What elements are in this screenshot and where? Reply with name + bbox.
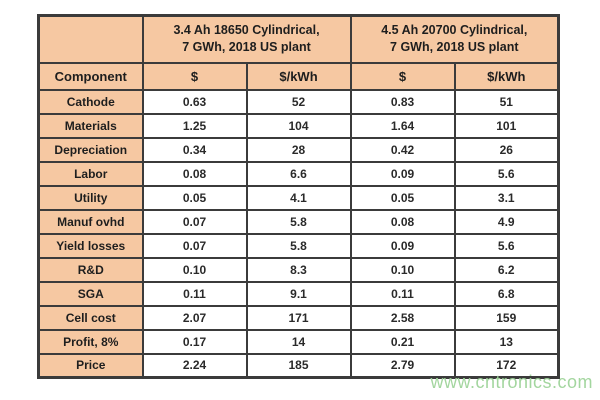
cell-value: 0.05 [349,184,456,211]
cell-value: 6.8 [453,280,560,307]
col-header-component: Component [37,61,144,91]
table-row-utility: Utility 0.05 4.1 0.05 3.1 [37,184,560,211]
cell-value: 0.08 [349,208,456,235]
cell-value: 0.63 [141,88,248,115]
cell-value: 4.9 [453,208,560,235]
column-header-row: Component $ $/kWh $ $/kWh [37,61,560,91]
table-row-yield-losses: Yield losses 0.07 5.8 0.09 5.6 [37,232,560,259]
cell-value: 0.07 [141,208,248,235]
cell-value: 0.11 [141,280,248,307]
cell-value: 1.64 [349,112,456,139]
header-group-18650-line1: 3.4 Ah 18650 Cylindrical, [173,23,320,38]
cell-value: 2.79 [349,352,456,379]
cell-value: 104 [245,112,352,139]
cell-value: 171 [245,304,352,331]
cell-value: 5.6 [453,232,560,259]
row-label: Yield losses [37,232,144,259]
table-row-materials: Materials 1.25 104 1.64 101 [37,112,560,139]
row-label: Price [37,352,144,379]
cell-value: 0.09 [349,160,456,187]
cell-value: 14 [245,328,352,355]
header-group-20700-line1: 4.5 Ah 20700 Cylindrical, [381,23,528,38]
cell-value: 1.25 [141,112,248,139]
cell-value: 0.05 [141,184,248,211]
header-group-18650-line2: 7 GWh, 2018 US plant [182,40,311,55]
col-header-dollar-per-kwh-1: $/kWh [245,61,352,91]
cell-value: 4.1 [245,184,352,211]
cell-value: 6.6 [245,160,352,187]
cell-value: 2.24 [141,352,248,379]
header-group-row: 3.4 Ah 18650 Cylindrical, 7 GWh, 2018 US… [37,14,560,64]
table-row-rd: R&D 0.10 8.3 0.10 6.2 [37,256,560,283]
cell-value: 2.58 [349,304,456,331]
row-label: Materials [37,112,144,139]
cell-value: 13 [453,328,560,355]
cell-value: 0.83 [349,88,456,115]
table-row-manuf-ovhd: Manuf ovhd 0.07 5.8 0.08 4.9 [37,208,560,235]
col-header-dollar-per-kwh-2: $/kWh [453,61,560,91]
row-label: Depreciation [37,136,144,163]
cell-value: 28 [245,136,352,163]
corner-cell [37,14,144,64]
row-label: Cathode [37,88,144,115]
cell-value: 0.34 [141,136,248,163]
cell-value: 5.8 [245,208,352,235]
row-label: Profit, 8% [37,328,144,355]
cell-value: 5.8 [245,232,352,259]
cell-value: 185 [245,352,352,379]
cell-value: 52 [245,88,352,115]
table-row-sga: SGA 0.11 9.1 0.11 6.8 [37,280,560,307]
cell-value: 9.1 [245,280,352,307]
cell-value: 5.6 [453,160,560,187]
cell-value: 0.17 [141,328,248,355]
row-label: R&D [37,256,144,283]
cell-value: 172 [453,352,560,379]
cell-value: 101 [453,112,560,139]
cell-value: 0.09 [349,232,456,259]
col-header-dollar-1: $ [141,61,248,91]
table-row-labor: Labor 0.08 6.6 0.09 5.6 [37,160,560,187]
battery-cost-table: 3.4 Ah 18650 Cylindrical, 7 GWh, 2018 US… [37,14,561,379]
header-group-20700: 4.5 Ah 20700 Cylindrical, 7 GWh, 2018 US… [349,14,560,64]
table-row-profit: Profit, 8% 0.17 14 0.21 13 [37,328,560,355]
row-label: Utility [37,184,144,211]
row-label: SGA [37,280,144,307]
row-label: Manuf ovhd [37,208,144,235]
table-row-cathode: Cathode 0.63 52 0.83 51 [37,88,560,115]
header-group-18650: 3.4 Ah 18650 Cylindrical, 7 GWh, 2018 US… [141,14,352,64]
cell-value: 0.10 [349,256,456,283]
col-header-dollar-2: $ [349,61,456,91]
cell-value: 0.07 [141,232,248,259]
row-label: Labor [37,160,144,187]
table-row-cell-cost: Cell cost 2.07 171 2.58 159 [37,304,560,331]
cell-value: 3.1 [453,184,560,211]
table-row-depreciation: Depreciation 0.34 28 0.42 26 [37,136,560,163]
header-group-20700-line2: 7 GWh, 2018 US plant [390,40,519,55]
cell-value: 6.2 [453,256,560,283]
cell-value: 0.42 [349,136,456,163]
cell-value: 0.21 [349,328,456,355]
cell-value: 0.10 [141,256,248,283]
cell-value: 159 [453,304,560,331]
cell-value: 51 [453,88,560,115]
cell-value: 2.07 [141,304,248,331]
cell-value: 0.08 [141,160,248,187]
row-label: Cell cost [37,304,144,331]
cell-value: 26 [453,136,560,163]
table-row-price: Price 2.24 185 2.79 172 [37,352,560,379]
cell-value: 0.11 [349,280,456,307]
cell-value: 8.3 [245,256,352,283]
